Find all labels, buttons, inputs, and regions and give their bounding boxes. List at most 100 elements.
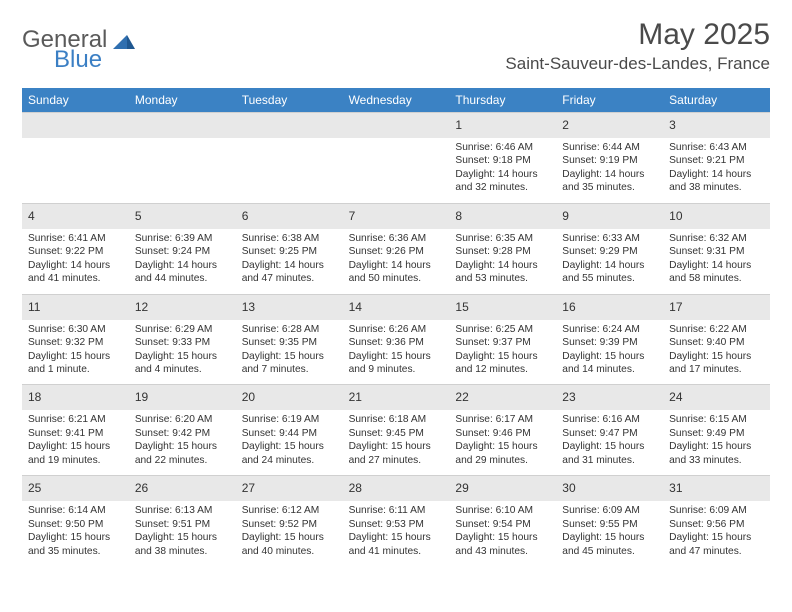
- day-number-cell: 17: [663, 294, 770, 320]
- dow-monday: Monday: [129, 88, 236, 112]
- sunrise-line: Sunrise: 6:11 AM: [349, 504, 444, 517]
- day-details-cell: Sunrise: 6:44 AMSunset: 9:19 PMDaylight:…: [556, 138, 663, 203]
- daylight-line: Daylight: 15 hours and 38 minutes.: [135, 531, 230, 558]
- day-details-cell: Sunrise: 6:16 AMSunset: 9:47 PMDaylight:…: [556, 410, 663, 475]
- week-daynum-row: 25262728293031: [22, 475, 770, 501]
- day-number: 4: [28, 209, 35, 223]
- sunset-line: Sunset: 9:50 PM: [28, 518, 123, 531]
- day-details-cell: Sunrise: 6:39 AMSunset: 9:24 PMDaylight:…: [129, 229, 236, 294]
- day-details-cell: Sunrise: 6:09 AMSunset: 9:56 PMDaylight:…: [663, 501, 770, 566]
- day-details-cell: [236, 138, 343, 203]
- daylight-line: Daylight: 15 hours and 43 minutes.: [455, 531, 550, 558]
- sunrise-line: Sunrise: 6:10 AM: [455, 504, 550, 517]
- day-number: 3: [669, 118, 676, 132]
- day-number-cell: 1: [449, 112, 556, 138]
- daylight-line: Daylight: 15 hours and 22 minutes.: [135, 440, 230, 467]
- day-number-cell: 10: [663, 203, 770, 229]
- day-details-cell: Sunrise: 6:30 AMSunset: 9:32 PMDaylight:…: [22, 320, 129, 385]
- day-number: 8: [455, 209, 462, 223]
- daylight-line: Daylight: 15 hours and 7 minutes.: [242, 350, 337, 377]
- day-details-cell: Sunrise: 6:09 AMSunset: 9:55 PMDaylight:…: [556, 501, 663, 566]
- week-daynum-row: 45678910: [22, 203, 770, 229]
- sunset-line: Sunset: 9:55 PM: [562, 518, 657, 531]
- day-number: 19: [135, 390, 148, 404]
- day-number-cell: 5: [129, 203, 236, 229]
- sunset-line: Sunset: 9:51 PM: [135, 518, 230, 531]
- day-number: 13: [242, 300, 255, 314]
- sunset-line: Sunset: 9:52 PM: [242, 518, 337, 531]
- sunrise-line: Sunrise: 6:46 AM: [455, 141, 550, 154]
- day-number: 23: [562, 390, 575, 404]
- day-number: 1: [455, 118, 462, 132]
- daylight-line: Daylight: 15 hours and 12 minutes.: [455, 350, 550, 377]
- day-number: 16: [562, 300, 575, 314]
- day-number-cell: 7: [343, 203, 450, 229]
- sunset-line: Sunset: 9:29 PM: [562, 245, 657, 258]
- day-number-cell: 2: [556, 112, 663, 138]
- sunrise-line: Sunrise: 6:14 AM: [28, 504, 123, 517]
- day-number: 10: [669, 209, 682, 223]
- sunset-line: Sunset: 9:24 PM: [135, 245, 230, 258]
- sunrise-line: Sunrise: 6:44 AM: [562, 141, 657, 154]
- day-number: 18: [28, 390, 41, 404]
- sunrise-line: Sunrise: 6:19 AM: [242, 413, 337, 426]
- daylight-line: Daylight: 15 hours and 14 minutes.: [562, 350, 657, 377]
- sunrise-line: Sunrise: 6:26 AM: [349, 323, 444, 336]
- sunset-line: Sunset: 9:49 PM: [669, 427, 764, 440]
- day-number-cell: 30: [556, 475, 663, 501]
- sunset-line: Sunset: 9:32 PM: [28, 336, 123, 349]
- daylight-line: Daylight: 15 hours and 1 minute.: [28, 350, 123, 377]
- day-number-cell: 19: [129, 384, 236, 410]
- day-number-cell: 23: [556, 384, 663, 410]
- sunrise-line: Sunrise: 6:15 AM: [669, 413, 764, 426]
- sunset-line: Sunset: 9:45 PM: [349, 427, 444, 440]
- sunset-line: Sunset: 9:21 PM: [669, 154, 764, 167]
- dow-wednesday: Wednesday: [343, 88, 450, 112]
- daylight-line: Daylight: 15 hours and 31 minutes.: [562, 440, 657, 467]
- sunset-line: Sunset: 9:31 PM: [669, 245, 764, 258]
- day-details-cell: Sunrise: 6:11 AMSunset: 9:53 PMDaylight:…: [343, 501, 450, 566]
- daylight-line: Daylight: 15 hours and 29 minutes.: [455, 440, 550, 467]
- sunrise-line: Sunrise: 6:13 AM: [135, 504, 230, 517]
- daylight-line: Daylight: 15 hours and 41 minutes.: [349, 531, 444, 558]
- day-details-cell: Sunrise: 6:17 AMSunset: 9:46 PMDaylight:…: [449, 410, 556, 475]
- day-number-cell: [236, 112, 343, 138]
- title-block: May 2025 Saint-Sauveur-des-Landes, Franc…: [505, 18, 770, 74]
- day-number-cell: 25: [22, 475, 129, 501]
- calendar-grid: Sunday Monday Tuesday Wednesday Thursday…: [22, 88, 770, 566]
- day-details-cell: Sunrise: 6:24 AMSunset: 9:39 PMDaylight:…: [556, 320, 663, 385]
- daylight-line: Daylight: 15 hours and 33 minutes.: [669, 440, 764, 467]
- week-daynum-row: 11121314151617: [22, 294, 770, 320]
- day-number-cell: 14: [343, 294, 450, 320]
- sunset-line: Sunset: 9:22 PM: [28, 245, 123, 258]
- day-number: 25: [28, 481, 41, 495]
- day-number: 24: [669, 390, 682, 404]
- daylight-line: Daylight: 15 hours and 45 minutes.: [562, 531, 657, 558]
- day-number: 22: [455, 390, 468, 404]
- dow-friday: Friday: [556, 88, 663, 112]
- sunset-line: Sunset: 9:53 PM: [349, 518, 444, 531]
- day-number: 21: [349, 390, 362, 404]
- day-number-cell: 26: [129, 475, 236, 501]
- sunrise-line: Sunrise: 6:36 AM: [349, 232, 444, 245]
- sunrise-line: Sunrise: 6:09 AM: [562, 504, 657, 517]
- day-number-cell: 22: [449, 384, 556, 410]
- week-details-row: Sunrise: 6:21 AMSunset: 9:41 PMDaylight:…: [22, 410, 770, 475]
- day-number: 20: [242, 390, 255, 404]
- day-of-week-header: Sunday Monday Tuesday Wednesday Thursday…: [22, 88, 770, 112]
- sunset-line: Sunset: 9:39 PM: [562, 336, 657, 349]
- daylight-line: Daylight: 14 hours and 58 minutes.: [669, 259, 764, 286]
- sunrise-line: Sunrise: 6:28 AM: [242, 323, 337, 336]
- day-details-cell: [343, 138, 450, 203]
- sunrise-line: Sunrise: 6:38 AM: [242, 232, 337, 245]
- day-number-cell: [129, 112, 236, 138]
- day-number-cell: 4: [22, 203, 129, 229]
- weeks-container: 123Sunrise: 6:46 AMSunset: 9:18 PMDaylig…: [22, 112, 770, 566]
- sunset-line: Sunset: 9:46 PM: [455, 427, 550, 440]
- sunset-line: Sunset: 9:47 PM: [562, 427, 657, 440]
- day-number-cell: 24: [663, 384, 770, 410]
- sunrise-line: Sunrise: 6:43 AM: [669, 141, 764, 154]
- week-details-row: Sunrise: 6:30 AMSunset: 9:32 PMDaylight:…: [22, 320, 770, 385]
- day-number-cell: 21: [343, 384, 450, 410]
- day-number-cell: 18: [22, 384, 129, 410]
